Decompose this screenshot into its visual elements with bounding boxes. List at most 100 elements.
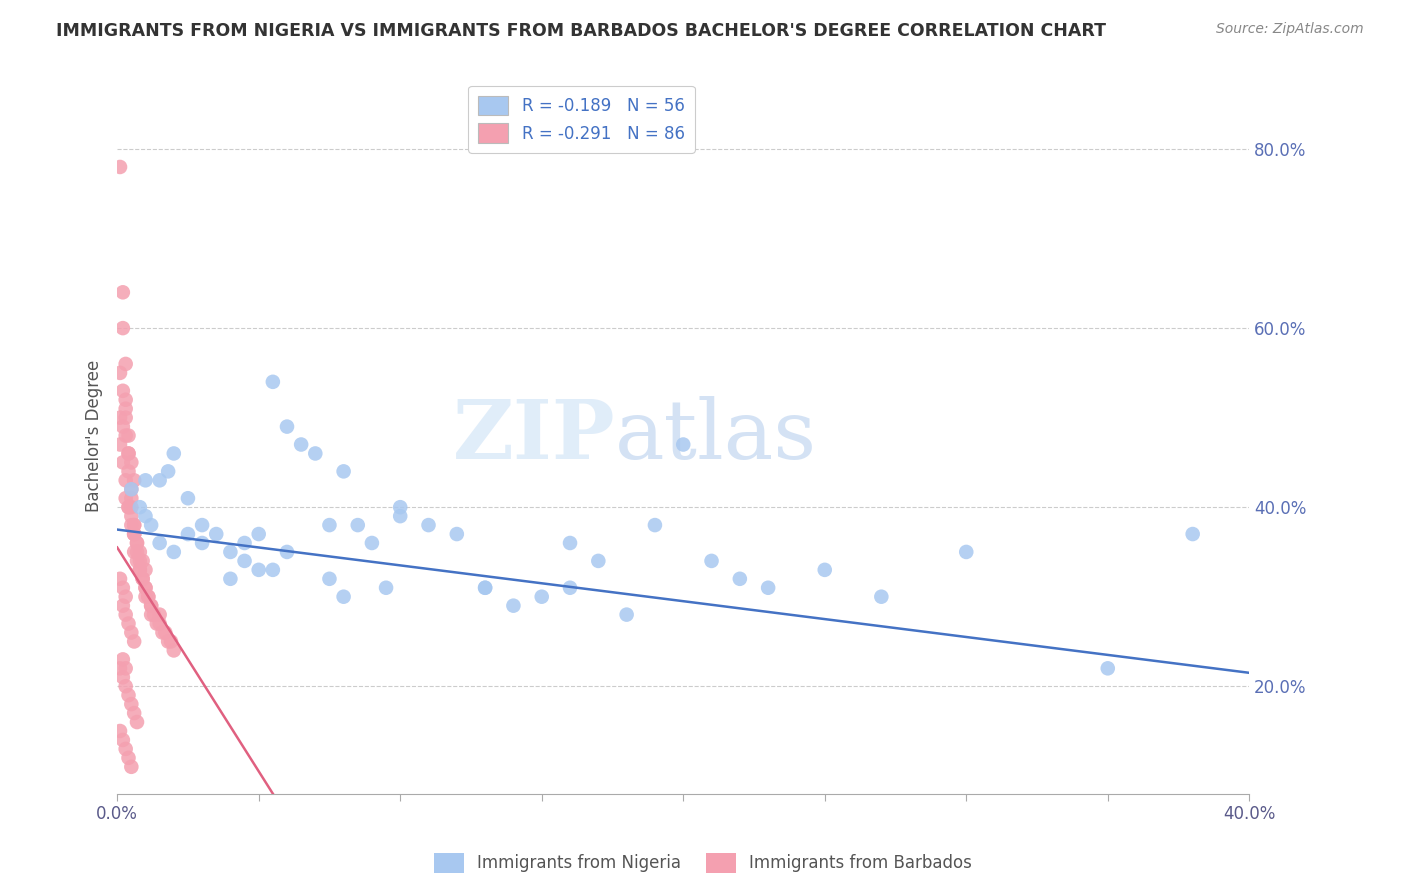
- Point: [120, 500, 142, 515]
- Point: [304, 446, 326, 460]
- Point: [128, 500, 150, 515]
- Point: [114, 401, 136, 416]
- Point: [122, 634, 145, 648]
- Point: [247, 563, 270, 577]
- Point: [117, 500, 139, 515]
- Point: [152, 625, 174, 640]
- Point: [163, 446, 186, 460]
- Point: [134, 590, 156, 604]
- Point: [120, 760, 142, 774]
- Point: [389, 509, 412, 524]
- Point: [128, 554, 150, 568]
- Point: [122, 473, 145, 487]
- Point: [117, 688, 139, 702]
- Point: [558, 536, 581, 550]
- Point: [114, 590, 136, 604]
- Point: [108, 661, 131, 675]
- Point: [375, 581, 398, 595]
- Point: [163, 545, 186, 559]
- Point: [318, 572, 340, 586]
- Point: [134, 581, 156, 595]
- Point: [111, 285, 134, 300]
- Point: [108, 437, 131, 451]
- Point: [114, 679, 136, 693]
- Point: [114, 491, 136, 506]
- Point: [157, 464, 180, 478]
- Text: Source: ZipAtlas.com: Source: ZipAtlas.com: [1216, 22, 1364, 37]
- Point: [814, 563, 837, 577]
- Point: [114, 428, 136, 442]
- Point: [157, 634, 180, 648]
- Point: [389, 500, 412, 515]
- Point: [114, 392, 136, 407]
- Point: [290, 437, 312, 451]
- Point: [149, 473, 172, 487]
- Point: [125, 714, 148, 729]
- Point: [155, 625, 177, 640]
- Point: [128, 563, 150, 577]
- Point: [728, 572, 751, 586]
- Point: [111, 670, 134, 684]
- Point: [120, 483, 142, 497]
- Point: [143, 607, 166, 622]
- Point: [111, 455, 134, 469]
- Point: [111, 384, 134, 398]
- Point: [122, 545, 145, 559]
- Point: [205, 527, 228, 541]
- Point: [117, 446, 139, 460]
- Point: [149, 616, 172, 631]
- Point: [134, 473, 156, 487]
- Point: [120, 491, 142, 506]
- Point: [120, 455, 142, 469]
- Point: [136, 590, 159, 604]
- Point: [108, 572, 131, 586]
- Y-axis label: Bachelor's Degree: Bachelor's Degree: [86, 359, 103, 512]
- Point: [756, 581, 779, 595]
- Point: [219, 572, 242, 586]
- Point: [125, 536, 148, 550]
- Text: ZIP: ZIP: [453, 395, 616, 475]
- Point: [114, 357, 136, 371]
- Point: [558, 581, 581, 595]
- Point: [111, 733, 134, 747]
- Point: [111, 419, 134, 434]
- Point: [114, 661, 136, 675]
- Point: [149, 607, 172, 622]
- Point: [117, 616, 139, 631]
- Point: [120, 697, 142, 711]
- Point: [141, 518, 163, 533]
- Point: [114, 607, 136, 622]
- Point: [177, 527, 200, 541]
- Point: [149, 536, 172, 550]
- Point: [219, 545, 242, 559]
- Point: [122, 518, 145, 533]
- Point: [332, 464, 354, 478]
- Point: [122, 518, 145, 533]
- Point: [276, 419, 298, 434]
- Point: [128, 545, 150, 559]
- Text: atlas: atlas: [616, 395, 817, 475]
- Point: [114, 473, 136, 487]
- Point: [233, 554, 256, 568]
- Point: [346, 518, 368, 533]
- Point: [276, 545, 298, 559]
- Point: [114, 410, 136, 425]
- Point: [870, 590, 893, 604]
- Point: [125, 554, 148, 568]
- Point: [108, 160, 131, 174]
- Point: [160, 634, 183, 648]
- Point: [120, 518, 142, 533]
- Point: [111, 652, 134, 666]
- Point: [1097, 661, 1119, 675]
- Point: [125, 545, 148, 559]
- Point: [318, 518, 340, 533]
- Point: [125, 536, 148, 550]
- Point: [191, 518, 214, 533]
- Point: [700, 554, 723, 568]
- Point: [122, 527, 145, 541]
- Legend: Immigrants from Nigeria, Immigrants from Barbados: Immigrants from Nigeria, Immigrants from…: [427, 847, 979, 880]
- Text: IMMIGRANTS FROM NIGERIA VS IMMIGRANTS FROM BARBADOS BACHELOR'S DEGREE CORRELATIO: IMMIGRANTS FROM NIGERIA VS IMMIGRANTS FR…: [56, 22, 1107, 40]
- Point: [141, 607, 163, 622]
- Point: [644, 518, 666, 533]
- Point: [446, 527, 468, 541]
